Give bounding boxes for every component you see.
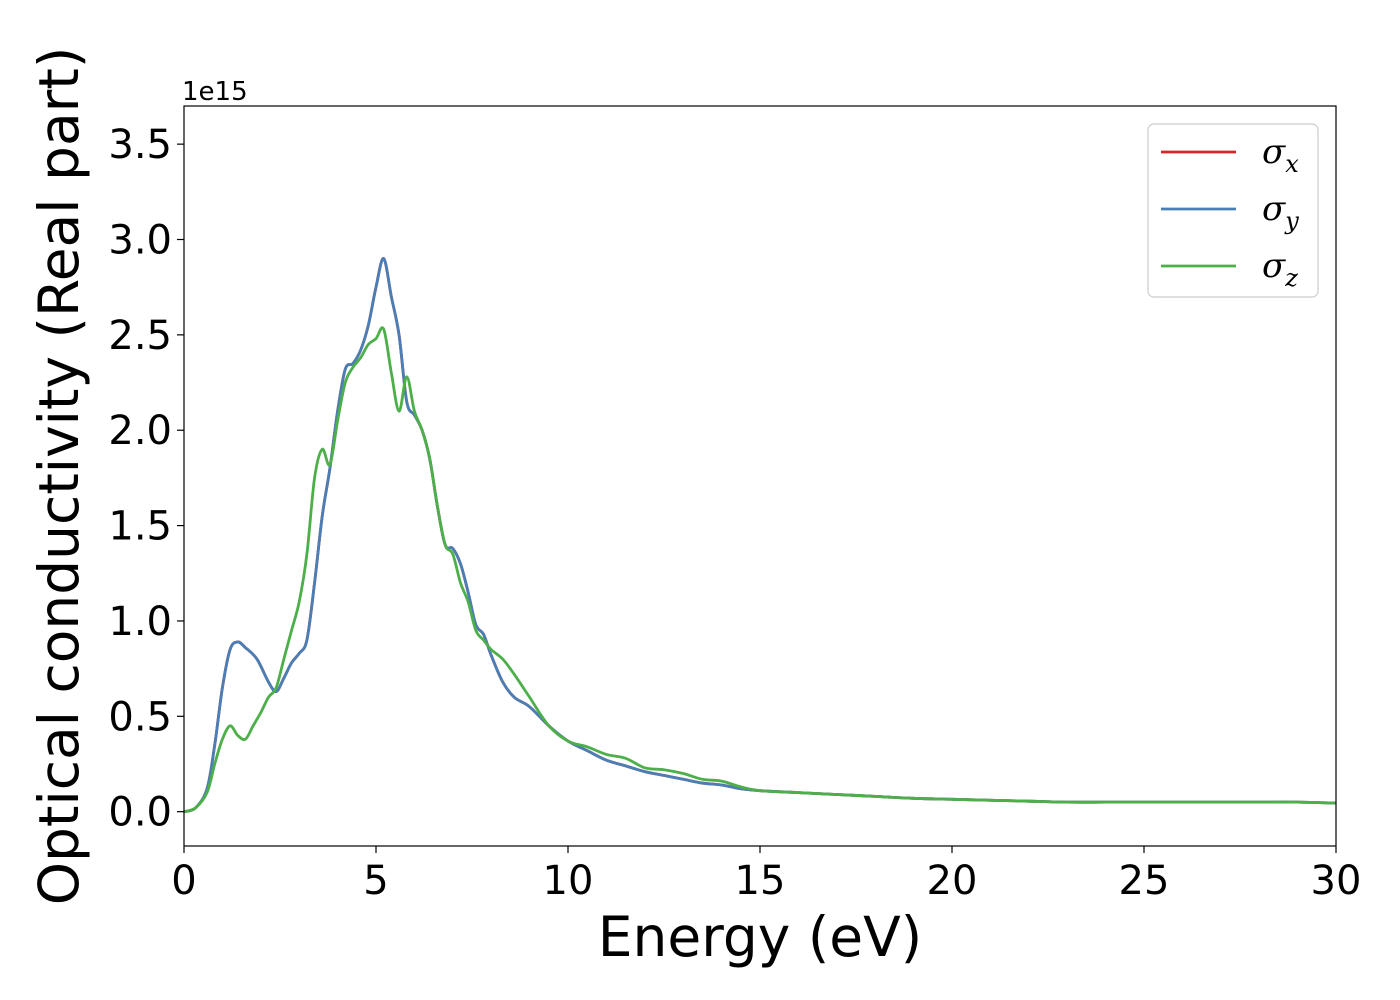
legend-label-y: σy — [1262, 189, 1299, 235]
legend-box — [1147, 123, 1319, 298]
y-tick-label: 0.5 — [108, 694, 172, 740]
legend-symbol: σ — [1262, 189, 1286, 229]
y-tick-label: 3.5 — [108, 122, 172, 168]
legend-subscript: z — [1284, 264, 1298, 292]
legend-label-z: σz — [1262, 246, 1298, 292]
legend-subscript: x — [1285, 150, 1299, 178]
plot-area — [184, 106, 1336, 846]
legend-subscript: y — [1284, 207, 1299, 235]
legend-symbol: σ — [1262, 246, 1286, 286]
x-tick-label: 0 — [171, 858, 196, 904]
x-axis: 0 5 10 15 20 25 30 — [171, 846, 1361, 904]
y-tick-label: 3.0 — [108, 218, 172, 264]
y-tick-label: 2.0 — [108, 408, 172, 454]
x-tick-label: 30 — [1311, 858, 1362, 904]
x-tick-label: 20 — [927, 858, 978, 904]
x-tick-label: 5 — [363, 858, 388, 904]
y-tick-label: 1.0 — [108, 599, 172, 645]
x-tick-label: 10 — [543, 858, 594, 904]
series-line-z — [184, 326, 1336, 814]
x-axis-label: Energy (eV) — [598, 905, 922, 969]
y-axis-label: Optical conductivity (Real part) — [27, 47, 91, 906]
y-axis: 0.0 0.5 1.0 1.5 2.0 2.5 3.0 3.5 — [108, 122, 184, 836]
x-tick-label: 25 — [1119, 858, 1170, 904]
y-offset-text: 1e15 — [182, 77, 248, 107]
legend-label-x: σx — [1262, 132, 1299, 178]
x-tick-label: 15 — [735, 858, 786, 904]
y-tick-label: 0.0 — [108, 790, 172, 836]
legend-symbol: σ — [1262, 132, 1286, 172]
y-tick-label: 2.5 — [108, 313, 172, 359]
series-layer — [184, 257, 1336, 814]
y-tick-label: 1.5 — [108, 504, 172, 550]
